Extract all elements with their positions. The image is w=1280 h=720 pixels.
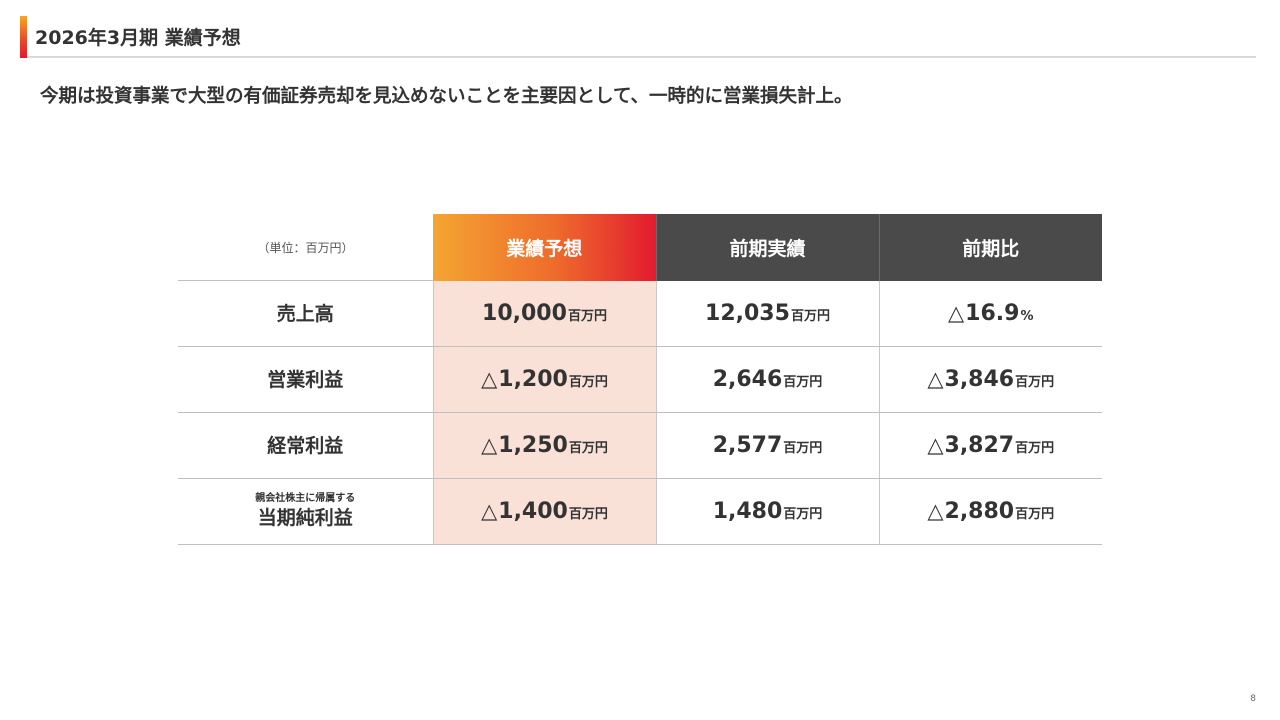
unit: 百万円 [783, 441, 823, 456]
unit: 百万円 [783, 375, 823, 390]
lead-text: 今期は投資事業で大型の有価証券売却を見込めないことを主要因として、一時的に営業損… [40, 86, 853, 107]
value: 1,400 [498, 499, 568, 524]
unit: 百万円 [790, 308, 830, 324]
previous-number: 2,646百万円 [713, 367, 823, 392]
previous-value-cell: 1,480百万円 [655, 478, 879, 545]
row-label: 営業利益 [178, 346, 433, 413]
forecast-number: △1,250百万円 [481, 433, 608, 458]
header-divider [27, 56, 1256, 58]
value: 10,000 [482, 300, 567, 326]
row-label-text: 当期純利益 [257, 507, 353, 529]
value: 3,827 [944, 433, 1015, 458]
forecast-number: △1,200百万円 [481, 367, 608, 392]
row-label: 売上高 [178, 280, 433, 347]
previous-value-cell: 2,577百万円 [655, 412, 879, 479]
change-value-cell: △16.9% [878, 280, 1102, 347]
value: 2,646 [712, 367, 783, 392]
row-label: 経常利益 [178, 412, 433, 479]
forecast-number: 10,000百万円 [482, 301, 607, 326]
header-accent-bar [20, 16, 27, 58]
unit: 百万円 [783, 507, 823, 522]
previous-number: 12,035百万円 [705, 301, 830, 326]
forecast-value-cell: △1,400百万円 [432, 478, 656, 545]
value: 1,480 [712, 499, 783, 524]
row-label-text: 経常利益 [267, 434, 344, 457]
decrease-triangle-mark: △ [948, 300, 965, 325]
unit: 百万円 [1015, 441, 1055, 456]
forecast-value-cell: △1,250百万円 [432, 412, 656, 479]
unit: 百万円 [1015, 507, 1055, 522]
slide-title: 2026年3月期 業績予想 [35, 27, 241, 49]
value: 16.9 [965, 300, 1020, 326]
table-row-ordinary-income: 経常利益 △1,250百万円 2,577百万円 △3,827百万円 [178, 412, 1102, 479]
column-header-previous: 前期実績 [655, 214, 879, 281]
row-label-sub: 親会社株主に帰属する [255, 493, 356, 504]
page-number: 8 [1250, 694, 1256, 704]
forecast-value-cell: 10,000百万円 [432, 280, 656, 347]
forecast-value-cell: △1,200百万円 [432, 346, 656, 413]
value: 3,846 [944, 367, 1015, 392]
decrease-triangle-mark: △ [927, 499, 944, 523]
value: 2,880 [944, 499, 1015, 524]
table-row-operating-income: 営業利益 △1,200百万円 2,646百万円 △3,846百万円 [178, 346, 1102, 413]
column-header-forecast: 業績予想 [433, 214, 656, 281]
change-number: △16.9% [948, 301, 1033, 326]
change-number: △2,880百万円 [927, 499, 1054, 524]
unit: % [1020, 308, 1034, 324]
column-header-change: 前期比 [878, 214, 1102, 281]
row-label-text: 売上高 [276, 302, 334, 325]
change-value-cell: △2,880百万円 [878, 478, 1102, 545]
change-value-cell: △3,846百万円 [878, 346, 1102, 413]
table-row-sales: 売上高 10,000百万円 12,035百万円 △16.9% [178, 280, 1102, 347]
unit: 百万円 [1015, 375, 1055, 390]
decrease-triangle-mark: △ [481, 433, 498, 457]
unit: 百万円 [568, 441, 608, 456]
value: 2,577 [712, 433, 783, 458]
previous-number: 1,480百万円 [713, 499, 823, 524]
table-row-net-income: 親会社株主に帰属する 当期純利益 △1,400百万円 1,480百万円 △2,880百万… [178, 478, 1102, 545]
change-value-cell: △3,827百万円 [878, 412, 1102, 479]
value: 1,200 [498, 367, 568, 392]
previous-value-cell: 2,646百万円 [655, 346, 879, 413]
unit: 百万円 [567, 308, 607, 324]
previous-number: 2,577百万円 [713, 433, 823, 458]
forecast-table: （単位：百万円） 業績予想 前期実績 前期比 売上高 10,000百万円 12,03… [178, 214, 1102, 545]
change-number: △3,827百万円 [927, 433, 1054, 458]
table-header-row: （単位：百万円） 業績予想 前期実績 前期比 [178, 214, 1102, 281]
forecast-number: △1,400百万円 [481, 499, 608, 524]
decrease-triangle-mark: △ [927, 367, 944, 391]
value: 12,035 [705, 300, 790, 326]
unit: 百万円 [568, 507, 608, 522]
decrease-triangle-mark: △ [481, 367, 498, 391]
row-label-text: 営業利益 [267, 368, 344, 391]
slide-header: 2026年3月期 業績予想 [20, 16, 1256, 58]
value: 1,250 [498, 433, 568, 458]
unit: 百万円 [568, 375, 608, 390]
row-label: 親会社株主に帰属する当期純利益 [178, 478, 433, 545]
previous-value-cell: 12,035百万円 [655, 280, 879, 347]
decrease-triangle-mark: △ [481, 499, 498, 523]
decrease-triangle-mark: △ [927, 433, 944, 457]
change-number: △3,846百万円 [927, 367, 1054, 392]
unit-note: （単位：百万円） [178, 214, 433, 281]
